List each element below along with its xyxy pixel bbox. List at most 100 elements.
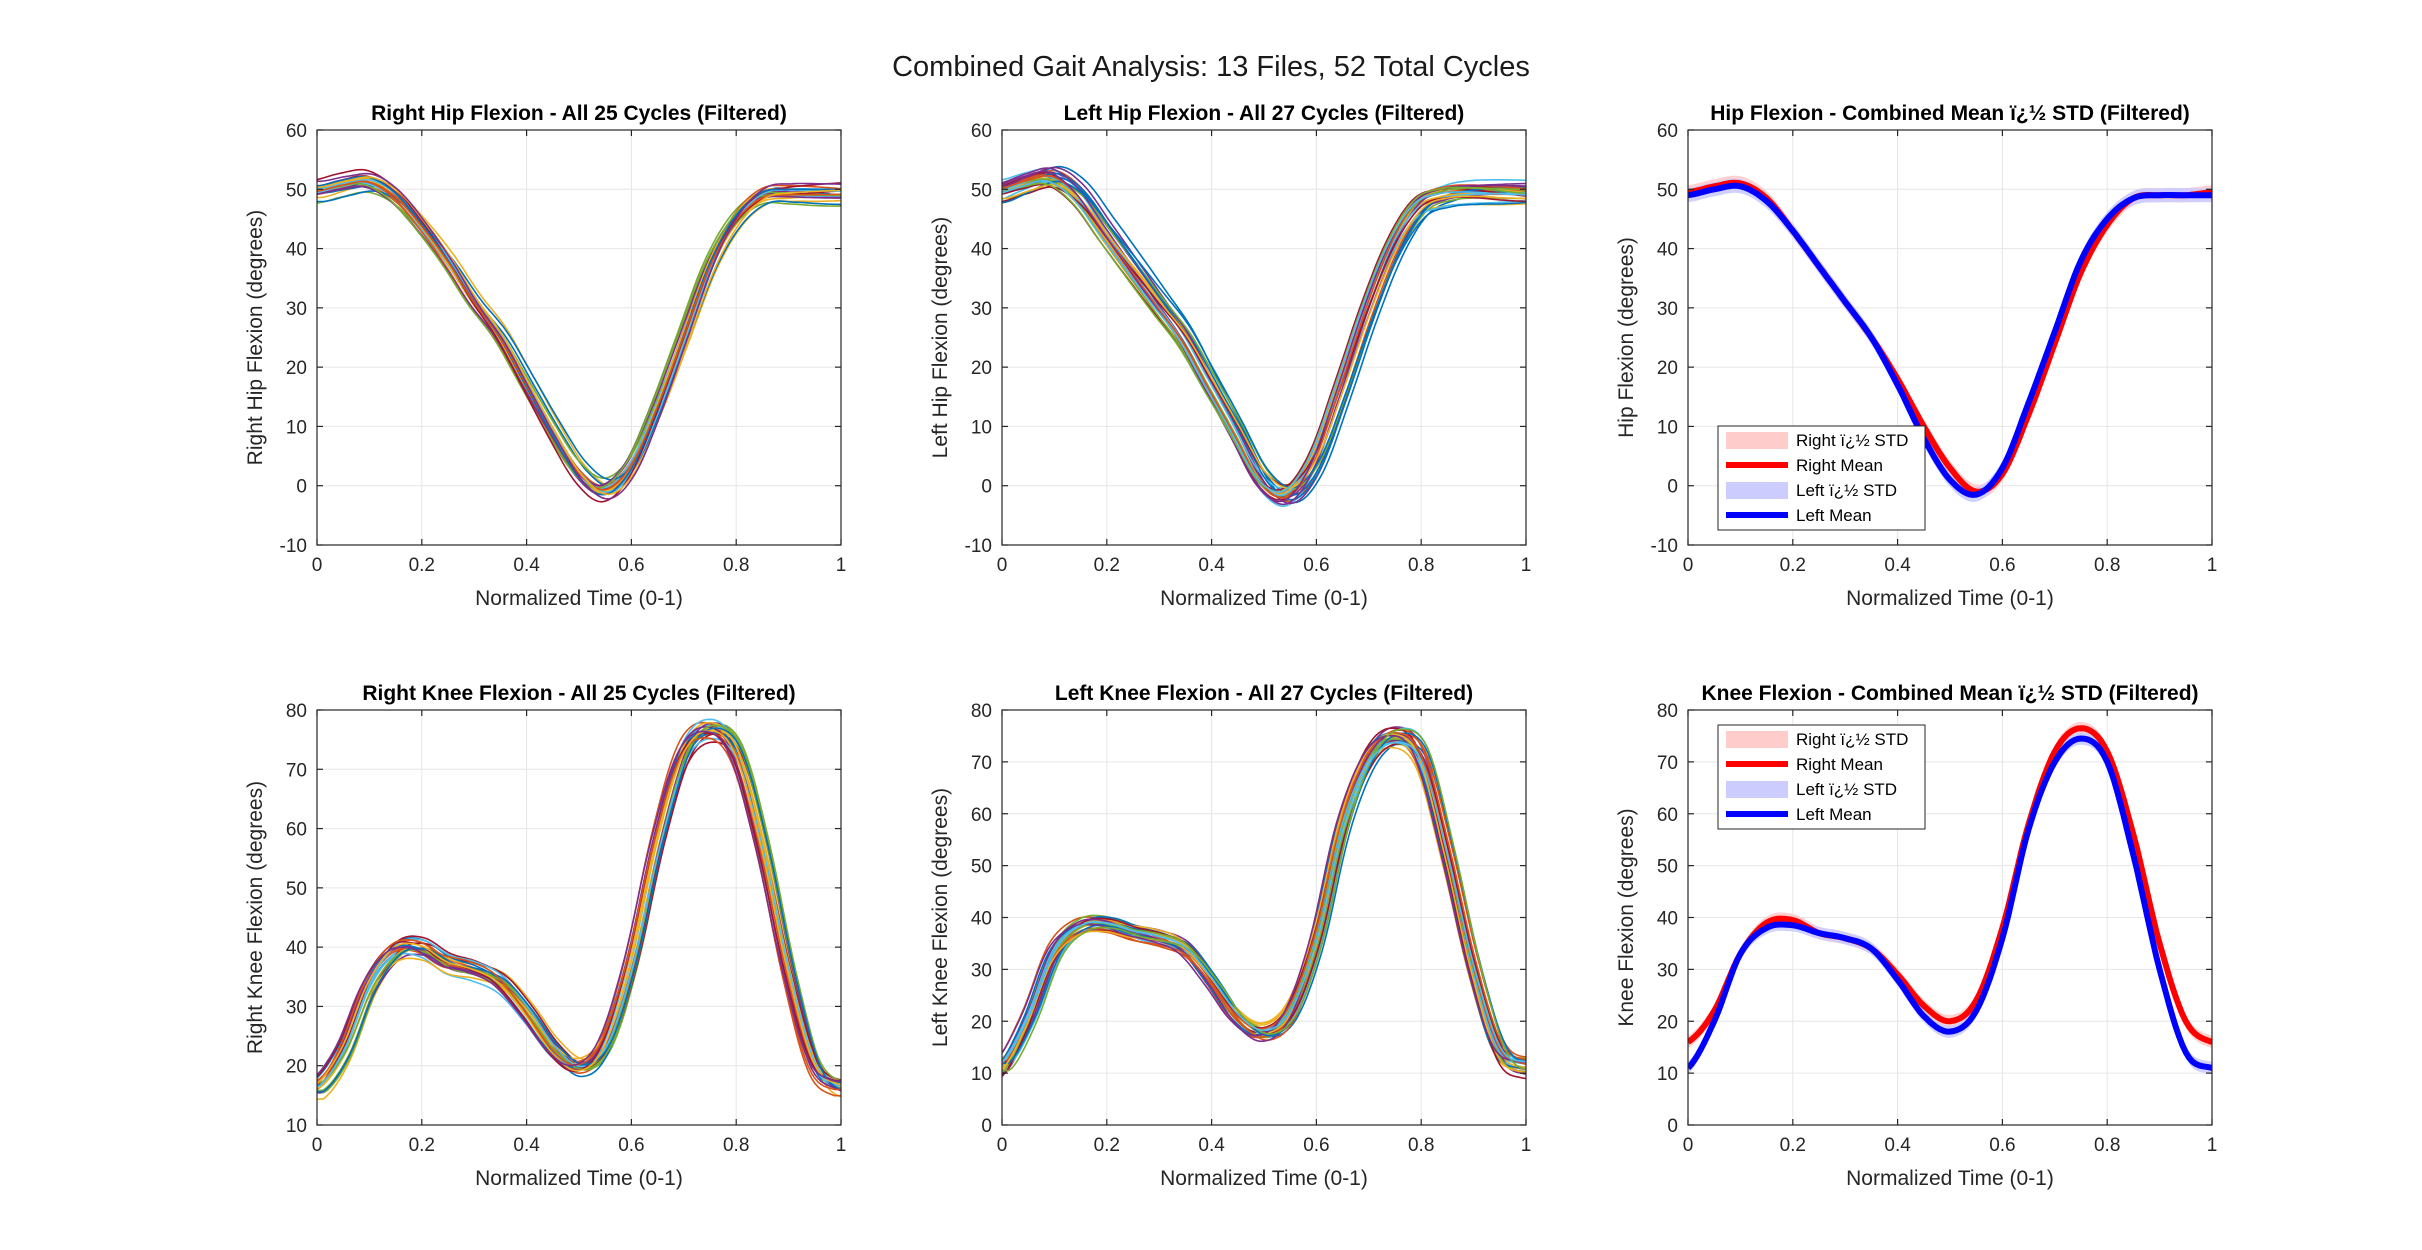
y-tick-label: 40	[286, 938, 307, 959]
subplot-3: Right ï¿½ STD Right Mean Left ï¿½ STD Left …	[1615, 102, 2217, 610]
cycle-line-27	[1002, 179, 1526, 493]
cycle-line-22	[1002, 732, 1526, 1065]
y-tick-label: 10	[1657, 417, 1678, 438]
x-tick-label: 0.2	[1780, 1135, 1806, 1156]
mean-line-1	[1688, 725, 2212, 1045]
y-tick-label: 10	[286, 1116, 307, 1137]
figure-title: Combined Gait Analysis: 13 Files, 52 Tot…	[892, 51, 1530, 83]
series-group	[317, 168, 841, 503]
x-axis-label: Normalized Time (0-1)	[1160, 587, 1368, 610]
subplot-title: Knee Flexion - Combined Mean ï¿½ STD (Fi…	[1701, 682, 2198, 705]
legend-swatch	[1726, 731, 1788, 748]
y-tick-label: 40	[1657, 909, 1678, 930]
y-tick-label: 0	[981, 1116, 992, 1137]
y-tick-label: 60	[286, 121, 307, 142]
x-tick-label: 0.6	[1989, 555, 2015, 576]
y-tick-label: 20	[971, 358, 992, 379]
x-tick-label: 1	[2207, 1135, 2218, 1156]
y-tick-label: 60	[1657, 805, 1678, 826]
y-tick-label: 60	[1657, 121, 1678, 142]
legend-label: Right ï¿½ STD	[1796, 730, 1908, 749]
series-group	[1688, 175, 2212, 502]
x-axis-label: Normalized Time (0-1)	[475, 587, 683, 610]
cycle-line-25	[317, 730, 841, 1083]
x-tick-label: 0.6	[1303, 555, 1329, 576]
cycle-line-24	[317, 730, 841, 1086]
cycle-line-23	[317, 180, 841, 491]
legend: Right ï¿½ STD Right Mean Left ï¿½ STD Left …	[1717, 724, 1926, 830]
x-tick-label: 0.6	[618, 555, 644, 576]
y-tick-label: 20	[971, 1012, 992, 1033]
y-tick-label: 40	[1657, 240, 1678, 261]
x-tick-label: 1	[836, 555, 847, 576]
x-tick-label: 0	[1683, 555, 1694, 576]
x-tick-label: 1	[1521, 555, 1532, 576]
legend-label: Right ï¿½ STD	[1796, 431, 1908, 450]
series-group	[1002, 165, 1526, 508]
y-tick-label: 20	[1657, 1012, 1678, 1033]
y-tick-label: 60	[971, 805, 992, 826]
x-tick-label: 0.6	[1303, 1135, 1329, 1156]
axes-box	[316, 709, 842, 1126]
y-tick-label: 50	[1657, 180, 1678, 201]
cycle-line-22	[1002, 180, 1526, 489]
x-tick-label: 0.4	[513, 1135, 540, 1156]
y-axis-label: Knee Flexion (degrees)	[1615, 808, 1638, 1026]
y-tick-label: 0	[1667, 477, 1678, 498]
x-tick-label: 0	[997, 555, 1008, 576]
x-tick-label: 0.4	[1198, 555, 1225, 576]
y-tick-label: 30	[286, 997, 307, 1018]
y-tick-label: 70	[286, 760, 307, 781]
y-tick-label: 0	[296, 477, 307, 498]
legend-label: Left Mean	[1796, 805, 1872, 824]
x-tick-label: 0.2	[409, 1135, 435, 1156]
y-tick-label: 80	[286, 701, 307, 722]
cycle-line-27	[1002, 741, 1526, 1063]
x-tick-label: 0.4	[1884, 555, 1911, 576]
x-tick-label: 0.4	[1198, 1135, 1225, 1156]
x-tick-label: 0.8	[1408, 1135, 1434, 1156]
y-tick-label: 30	[286, 299, 307, 320]
legend-swatch	[1726, 482, 1788, 499]
cycle-line-25	[317, 172, 841, 500]
cycle-line-24	[1002, 183, 1526, 489]
cycle-line-26	[1002, 728, 1526, 1072]
x-axis-label: Normalized Time (0-1)	[1846, 1167, 2054, 1190]
x-tick-label: 1	[836, 1135, 847, 1156]
x-tick-label: 0.4	[513, 555, 540, 576]
x-tick-label: 1	[1521, 1135, 1532, 1156]
y-tick-label: 20	[1657, 358, 1678, 379]
y-axis-label: Left Knee Flexion (degrees)	[929, 788, 952, 1047]
x-tick-label: 0	[312, 555, 323, 576]
cycle-line-17	[317, 721, 841, 1089]
y-tick-label: -10	[1651, 536, 1678, 557]
y-tick-label: -10	[965, 536, 992, 557]
y-tick-label: 50	[971, 857, 992, 878]
legend-label: Left Mean	[1796, 506, 1872, 525]
mean-line-3	[1688, 735, 2212, 1071]
y-tick-label: 40	[971, 909, 992, 930]
subplot-title: Hip Flexion - Combined Mean ï¿½ STD (Fil…	[1710, 102, 2190, 125]
x-tick-label: 0.6	[618, 1135, 644, 1156]
y-tick-label: 20	[286, 1057, 307, 1078]
x-tick-label: 0.8	[723, 555, 749, 576]
y-tick-label: 40	[971, 240, 992, 261]
y-tick-label: 30	[1657, 960, 1678, 981]
y-tick-label: 10	[971, 1064, 992, 1085]
x-tick-label: 0.8	[2094, 1135, 2120, 1156]
y-tick-label: 60	[286, 820, 307, 841]
series-group	[1002, 726, 1526, 1080]
x-tick-label: 0	[312, 1135, 323, 1156]
x-tick-label: 0.2	[409, 555, 435, 576]
legend-label: Left ï¿½ STD	[1796, 481, 1897, 500]
mean-line-3	[1688, 182, 2212, 498]
x-tick-label: 0.2	[1094, 555, 1120, 576]
x-axis-label: Normalized Time (0-1)	[1160, 1167, 1368, 1190]
x-tick-label: 0.8	[1408, 555, 1434, 576]
y-axis-label: Right Knee Flexion (degrees)	[244, 781, 267, 1054]
